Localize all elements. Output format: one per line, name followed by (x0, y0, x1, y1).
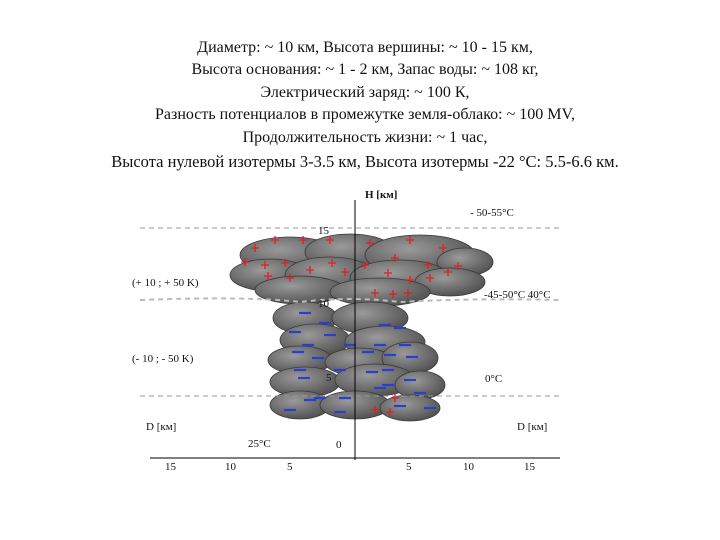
annotation: 0°C (485, 373, 502, 385)
annotation: (- 10 ; - 50 K) (132, 353, 194, 365)
x-axis-label: D [км] (146, 421, 176, 433)
distance-tick: 10 (463, 461, 475, 473)
height-tick: 10 (318, 298, 330, 310)
distance-tick: 5 (287, 461, 293, 473)
cloud (229, 233, 494, 422)
positive-charge (241, 258, 249, 266)
origin-label: 0 (336, 439, 342, 451)
positive-charge (391, 394, 399, 402)
positive-charge (371, 289, 379, 297)
positive-charge (391, 254, 399, 262)
height-tick: 15 (318, 225, 330, 237)
positive-charge (404, 289, 412, 297)
positive-charge (406, 236, 414, 244)
positive-charge (424, 261, 432, 269)
distance-tick: 10 (225, 461, 237, 473)
header-line: Электрический заряд: ~ 100 К, (261, 84, 470, 101)
positive-charge (299, 236, 307, 244)
annotation: 25°C (248, 438, 271, 450)
y-axis-label: H [км] (365, 189, 397, 201)
positive-charge (444, 268, 452, 276)
positive-charge (264, 272, 272, 280)
cloud-puff (394, 370, 446, 400)
header-line: Высота нулевой изотермы 3-3.5 км, Высота… (111, 152, 618, 171)
cloud-puff (329, 277, 431, 307)
positive-charge (361, 261, 369, 269)
annotation: -45-50°C 40°C (484, 289, 551, 301)
positive-charge (454, 262, 462, 270)
positive-charge (271, 236, 279, 244)
height-tick: 5 (326, 372, 332, 384)
positive-charge (251, 244, 259, 252)
positive-charge (389, 290, 397, 298)
positive-charge (406, 276, 414, 284)
distance-tick: 15 (165, 461, 177, 473)
positive-charge (371, 406, 379, 414)
positive-charge (341, 268, 349, 276)
distance-tick: 5 (406, 461, 412, 473)
positive-charge (261, 261, 269, 269)
positive-charge (386, 408, 394, 416)
positive-charge (306, 266, 314, 274)
header-line: Разность потенциалов в промежутке земля-… (155, 106, 575, 123)
positive-charge (426, 274, 434, 282)
header-line: Продолжительность жизни: ~ 1 час, (243, 129, 488, 146)
positive-charge (326, 236, 334, 244)
positive-charge (328, 259, 336, 267)
annotation: - 50-55°C (470, 207, 514, 219)
distance-tick: 15 (524, 461, 536, 473)
annotation: (+ 10 ; + 50 K) (132, 277, 199, 289)
header-line: Высота основания: ~ 1 - 2 км, Запас воды… (191, 61, 538, 78)
positive-charge (286, 274, 294, 282)
isotherm-line (139, 297, 561, 304)
header-line: Диаметр: ~ 10 км, Высота вершины: ~ 10 -… (197, 39, 533, 56)
positive-charge (439, 244, 447, 252)
positive-charge (281, 259, 289, 267)
positive-charge (366, 239, 374, 247)
x-axis-label: D [км] (517, 421, 547, 433)
positive-charge (384, 269, 392, 277)
